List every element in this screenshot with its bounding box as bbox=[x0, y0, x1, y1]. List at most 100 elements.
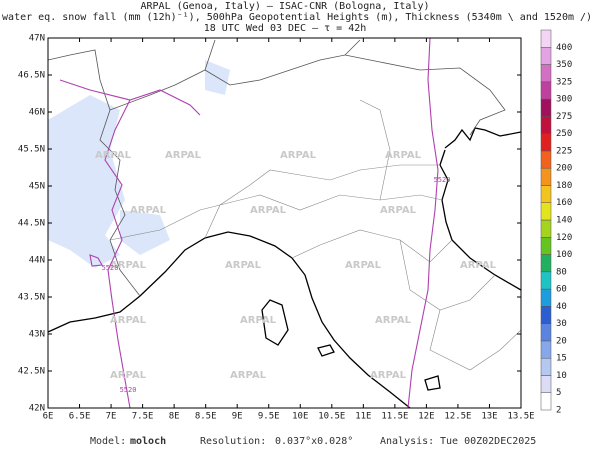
contour-line bbox=[89, 254, 103, 267]
x-tick-label: 11.5E bbox=[381, 412, 408, 422]
colorbar-swatch bbox=[540, 167, 552, 186]
colorbar-label: 60 bbox=[556, 285, 567, 295]
colorbar-label: 120 bbox=[556, 233, 572, 243]
watermark: ARPAL bbox=[385, 150, 422, 161]
colorbar-swatch bbox=[540, 150, 552, 169]
colorbar-swatch bbox=[540, 47, 552, 65]
watermark: ARPAL bbox=[345, 260, 382, 271]
colorbar-swatch bbox=[540, 219, 552, 238]
x-tick-label: 6E bbox=[43, 412, 54, 422]
watermark: ARPAL bbox=[95, 150, 132, 161]
x-tick-label: 10.5E bbox=[318, 412, 345, 422]
watermark: ARPAL bbox=[280, 150, 317, 161]
contour-label: 5520 bbox=[102, 264, 119, 272]
x-tick-label: 9.5E bbox=[258, 412, 280, 422]
colorbar-label: 5 bbox=[556, 388, 561, 398]
colorbar-label: 400 bbox=[556, 43, 572, 53]
colorbar-label: 80 bbox=[556, 267, 567, 277]
colorbar-swatch bbox=[540, 306, 552, 324]
contour-line bbox=[59, 79, 201, 408]
watermark: ARPAL bbox=[225, 260, 262, 271]
watermark: ARPAL bbox=[130, 205, 167, 216]
y-tick-label: 44N bbox=[29, 256, 45, 266]
colorbar-swatch bbox=[540, 392, 552, 411]
colorbar-swatch bbox=[540, 64, 552, 83]
region-border bbox=[359, 99, 391, 201]
y-tick-label: 43.5N bbox=[18, 293, 45, 303]
snow-area bbox=[48, 95, 125, 268]
watermark: ARPAL bbox=[230, 370, 267, 381]
coastline bbox=[48, 231, 411, 408]
footer-label: Analysis: bbox=[380, 436, 434, 447]
colorbar-swatch bbox=[540, 81, 552, 100]
colorbar-label: 100 bbox=[556, 250, 572, 260]
snow-area bbox=[120, 210, 170, 255]
x-tick-label: 7E bbox=[106, 412, 117, 422]
y-tick-label: 45.5N bbox=[18, 145, 45, 155]
island bbox=[424, 375, 441, 391]
watermark: ARPAL bbox=[240, 315, 277, 326]
y-tick-label: 42.5N bbox=[18, 367, 45, 377]
colorbar-label: 300 bbox=[556, 95, 572, 105]
region-border bbox=[109, 194, 443, 241]
colorbar: 2 5 10 15 20 30 40 60 80 100 120 140 160 180 200 225 250… bbox=[540, 29, 572, 416]
colorbar-swatch bbox=[540, 340, 552, 359]
map-frame bbox=[47, 37, 522, 409]
title-line: 18 UTC Wed 03 DEC – τ = 42h bbox=[204, 23, 367, 34]
watermark: ARPAL bbox=[110, 370, 147, 381]
x-tick-label: 12E bbox=[418, 412, 434, 422]
title-line: ARPAL (Genoa, Italy) – ISAC-CNR (Bologna… bbox=[141, 1, 430, 12]
region-border bbox=[429, 309, 521, 371]
footer-value: 0.037°x0.028° bbox=[275, 436, 353, 447]
colorbar-label: 10 bbox=[556, 371, 567, 381]
colorbar-swatch bbox=[540, 98, 552, 117]
colorbar-label: 275 bbox=[556, 112, 572, 122]
y-tick-label: 45N bbox=[29, 182, 45, 192]
y-tick-label: 47N bbox=[29, 34, 45, 44]
colorbar-swatch bbox=[540, 254, 552, 273]
border bbox=[204, 39, 216, 71]
contour-label: 5520 bbox=[434, 176, 451, 184]
colorbar-label: 15 bbox=[556, 354, 567, 364]
y-tick-label: 46.5N bbox=[18, 71, 45, 81]
colorbar-swatch bbox=[540, 116, 552, 134]
contour-label: 5520 bbox=[120, 386, 137, 394]
watermark: ARPAL bbox=[250, 205, 287, 216]
x-tick-label: 10E bbox=[292, 412, 308, 422]
island bbox=[261, 299, 289, 346]
colorbar-swatch bbox=[540, 357, 552, 376]
footer-label: Model: bbox=[90, 436, 126, 447]
colorbar-label: 350 bbox=[556, 60, 572, 70]
footer-label: Resolution: bbox=[200, 436, 266, 447]
x-tick-label: 8.5E bbox=[195, 412, 217, 422]
region-border bbox=[291, 229, 453, 263]
x-tick-label: 9E bbox=[232, 412, 243, 422]
colorbar-label: 250 bbox=[556, 129, 572, 139]
x-tick-label: 13.5E bbox=[507, 412, 534, 422]
colorbar-swatch bbox=[540, 375, 552, 393]
colorbar-label: 140 bbox=[556, 216, 572, 226]
colorbar-swatch bbox=[540, 202, 552, 221]
watermark: ARPAL bbox=[380, 205, 417, 216]
y-tick-label: 44.5N bbox=[18, 219, 45, 229]
footer-value: Tue 00Z02DEC2025 bbox=[440, 436, 536, 447]
border bbox=[344, 39, 361, 56]
colorbar-swatch bbox=[540, 29, 552, 48]
colorbar-swatch bbox=[540, 271, 552, 290]
border bbox=[48, 49, 141, 297]
x-tick-label: 6.5E bbox=[69, 412, 91, 422]
colorbar-swatch bbox=[540, 237, 552, 255]
colorbar-swatch bbox=[540, 133, 552, 152]
watermark: ARPAL bbox=[375, 315, 412, 326]
watermark: ARPAL bbox=[110, 315, 147, 326]
x-tick-label: 13E bbox=[481, 412, 497, 422]
watermark: ARPAL bbox=[460, 260, 497, 271]
x-tick-label: 11E bbox=[355, 412, 371, 422]
colorbar-swatch bbox=[540, 323, 552, 342]
y-tick-label: 46N bbox=[29, 108, 45, 118]
footer-value: moloch bbox=[130, 436, 166, 447]
colorbar-label: 20 bbox=[556, 336, 567, 346]
x-tick-label: 7.5E bbox=[132, 412, 154, 422]
contour-line bbox=[407, 38, 439, 408]
